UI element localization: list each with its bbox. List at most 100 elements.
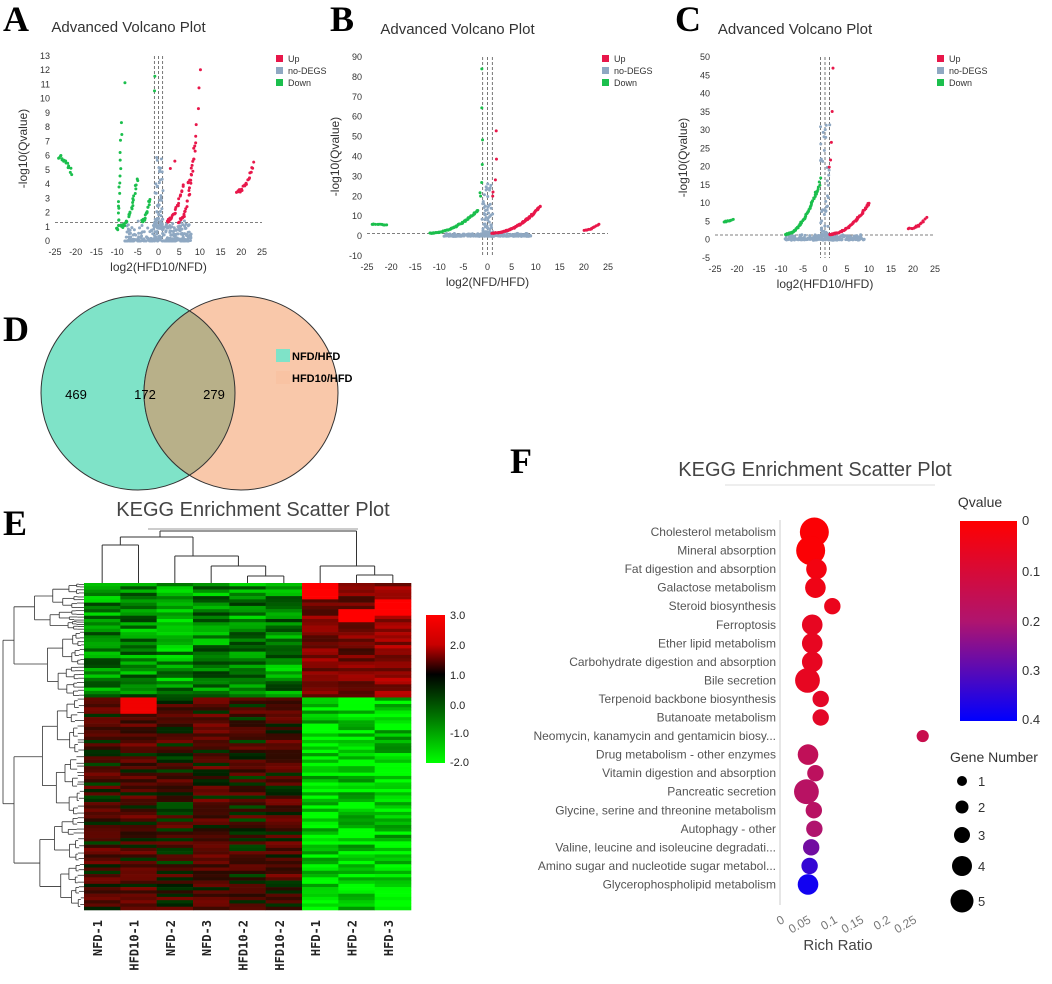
heatmap-cell: [374, 638, 412, 643]
heatmap-cell: [84, 707, 121, 711]
heatmap-cell: [229, 664, 266, 669]
data-point-no: [136, 219, 140, 223]
heatmap-cell: [84, 906, 121, 911]
data-point-no: [184, 226, 188, 230]
data-point-no: [822, 212, 826, 216]
heatmap-cell: [84, 703, 121, 708]
x-tick-label: 15: [886, 264, 896, 274]
y-tick-label: 15: [700, 180, 710, 190]
heatmap-cell: [302, 883, 339, 888]
data-point-no: [124, 239, 128, 243]
heatmap-column-label: HFD10-1: [128, 920, 142, 971]
heatmap-cell: [156, 583, 194, 587]
heatmap-cell: [374, 612, 412, 616]
heatmap-cell: [229, 864, 266, 868]
heatmap-cell: [229, 838, 266, 842]
data-point-up: [190, 163, 194, 167]
heatmap-cell: [338, 671, 375, 675]
heatmap-cell: [265, 589, 303, 594]
heatmap-cell: [156, 674, 194, 679]
volcano-title: Advanced Volcano Plot: [718, 21, 873, 38]
heatmap-cell: [265, 867, 303, 872]
heatmap-cell: [84, 609, 121, 613]
heatmap-cell: [193, 628, 230, 633]
heatmap-cell: [156, 746, 194, 751]
data-point-no: [124, 235, 128, 239]
data-point-down: [153, 74, 157, 78]
heatmap-cell: [265, 668, 303, 672]
data-point-no: [488, 202, 492, 206]
legend-label-nfd-hfd: NFD/HFD: [292, 351, 340, 363]
heatmap-cell: [302, 589, 339, 594]
kegg-x-axis-label: Rich Ratio: [803, 937, 872, 954]
heatmap-cell: [120, 658, 157, 662]
heatmap-cell: [338, 645, 375, 649]
data-point-no: [501, 234, 505, 238]
heatmap-cell: [338, 697, 375, 702]
x-tick-label: 5: [177, 247, 182, 257]
data-point-no: [488, 186, 492, 190]
heatmap-cell: [156, 739, 194, 744]
heatmap-cell: [265, 599, 303, 603]
heatmap-cell: [156, 759, 194, 764]
data-point-down: [116, 200, 120, 204]
heatmap-cell: [156, 664, 194, 669]
heatmap-cell: [120, 641, 157, 646]
heatmap-cell: [120, 903, 157, 908]
heatmap-cell: [374, 589, 412, 594]
data-point-down: [116, 204, 120, 208]
data-point-down: [480, 106, 484, 110]
heatmap-cell: [193, 615, 230, 620]
heatmap-cell: [193, 824, 230, 829]
data-point-up: [191, 169, 195, 173]
heatmap-cell: [374, 615, 412, 620]
data-point-no: [840, 237, 844, 241]
heatmap-cell: [229, 615, 266, 620]
heatmap-cell: [120, 628, 157, 633]
heatmap-cell: [229, 743, 266, 747]
heatmap-cell: [156, 622, 194, 626]
data-point-no: [443, 234, 447, 238]
data-point-no: [160, 239, 164, 243]
heatmap-cell: [302, 638, 339, 643]
heatmap-cell: [156, 906, 194, 911]
heatmap-cell: [302, 730, 339, 734]
heatmap-cell: [156, 703, 194, 708]
heatmap-cell: [84, 658, 121, 662]
heatmap-cell: [374, 684, 412, 688]
heatmap-cell: [193, 707, 230, 711]
heatmap-cell: [193, 612, 230, 616]
y-tick-label: -10: [349, 251, 362, 261]
x-axis-label: log2(HFD10/HFD): [777, 277, 874, 291]
y-axis-label: -log10(Qvalue): [328, 117, 342, 196]
heatmap-cell: [84, 818, 121, 823]
heatmap-cell: [374, 896, 412, 901]
data-point-no: [845, 234, 849, 238]
heatmap-cell: [374, 844, 412, 849]
kegg-bubble: [801, 857, 818, 875]
heatmap-cell: [156, 831, 194, 836]
data-point-no: [823, 208, 827, 212]
heatmap-cell: [265, 887, 303, 891]
colorbar-tick-label: 1.0: [450, 670, 465, 682]
heatmap-cell: [229, 834, 266, 839]
data-point-no: [159, 214, 163, 218]
data-point-down: [117, 224, 121, 228]
heatmap-cell: [265, 903, 303, 908]
heatmap-cell: [374, 805, 412, 809]
heatmap-cell: [338, 896, 375, 901]
heatmap-cell: [193, 779, 230, 783]
heatmap-cell: [156, 589, 194, 594]
data-point-up: [182, 214, 186, 218]
x-tick-label: -10: [774, 264, 787, 274]
heatmap-cell: [193, 632, 230, 636]
kegg-term-label: Vitamin digestion and absorption: [602, 766, 776, 780]
heatmap-cell: [84, 782, 121, 787]
legend-swatch: [276, 55, 283, 62]
heatmap-cell: [265, 739, 303, 744]
heatmap-cell: [156, 821, 194, 826]
heatmap-cell: [229, 628, 266, 633]
heatmap-cell: [120, 684, 157, 688]
heatmap-cell: [229, 821, 266, 826]
heatmap-cell: [374, 592, 412, 597]
